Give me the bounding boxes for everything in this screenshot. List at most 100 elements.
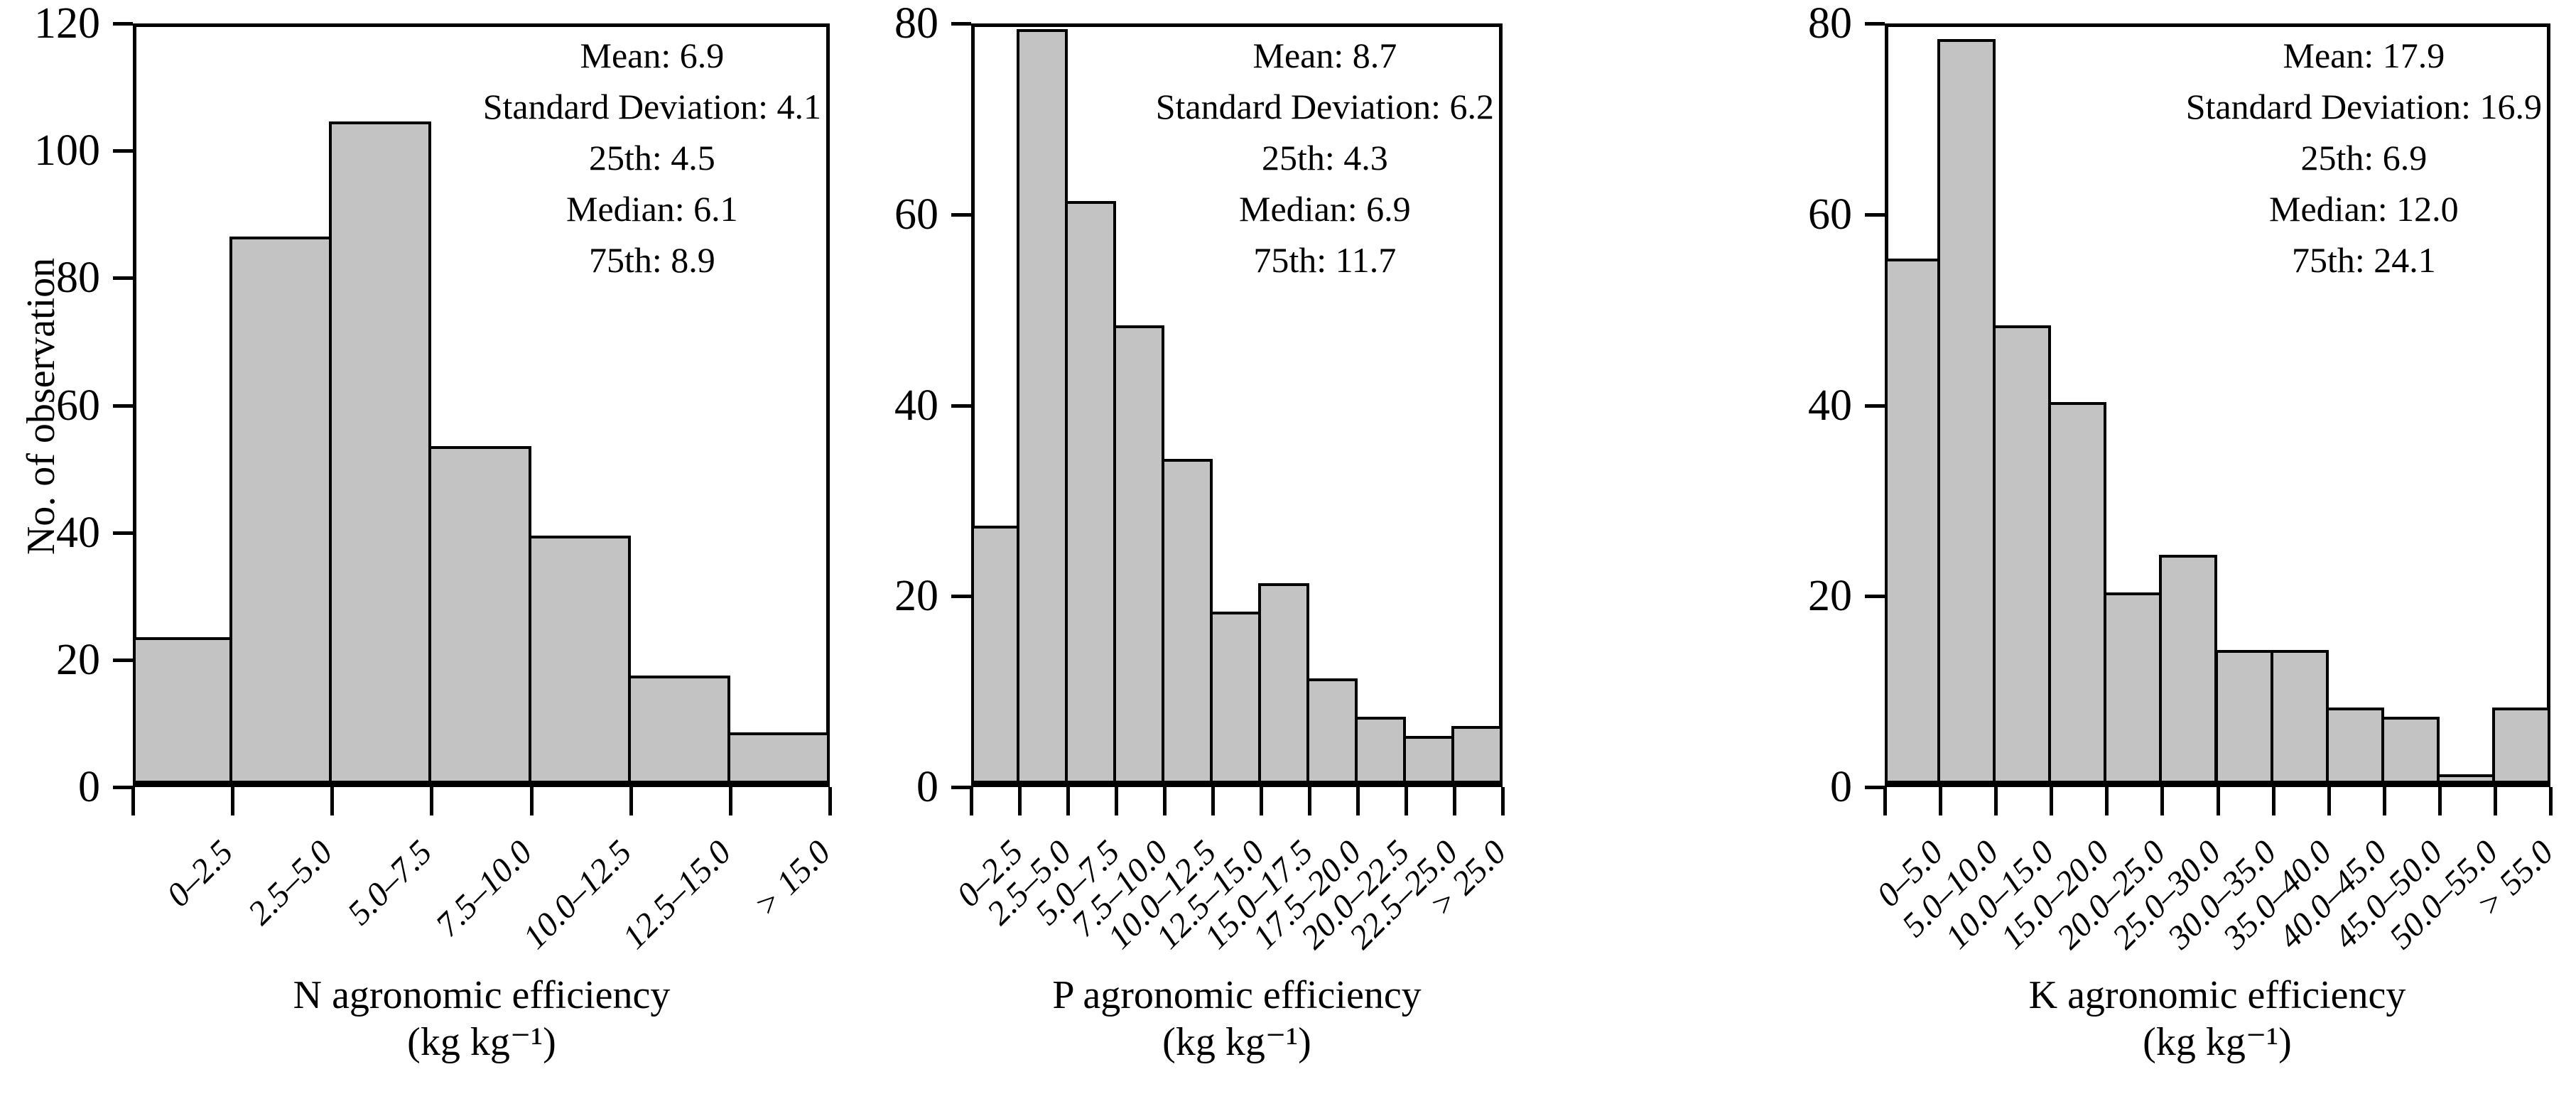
x-axis-tick [828, 787, 832, 815]
y-axis-tick [113, 149, 133, 153]
y-axis-tick-label: 20 [1808, 572, 1852, 621]
y-axis-tick [951, 595, 971, 599]
y-axis-tick-label: 20 [894, 572, 938, 621]
x-axis-tick [629, 787, 633, 815]
x-axis-title-line2: (kg kg⁻¹) [1162, 1020, 1311, 1064]
histogram-bar [727, 732, 830, 784]
histogram-bar [2491, 707, 2550, 784]
x-axis-tick [1356, 787, 1360, 815]
x-axis-tick [231, 787, 235, 815]
stats-annotation: Mean: 17.9 Standard Deviation: 16.9 25th: … [2186, 30, 2542, 286]
histogram-bar [1113, 325, 1164, 784]
x-axis-title-line1: P agronomic efficiency [1052, 973, 1422, 1017]
x-axis-tick [728, 787, 732, 815]
x-axis-tick [1501, 787, 1505, 815]
histogram-bar [2048, 401, 2107, 784]
histogram-bar [329, 121, 432, 784]
histogram-bar [2104, 592, 2163, 784]
x-axis-tick [2271, 787, 2275, 815]
histogram-bar [133, 636, 233, 784]
y-axis-tick-label: 20 [56, 635, 100, 684]
stats-annotation: Mean: 8.7 Standard Deviation: 6.2 25th: 4.… [1156, 30, 1494, 286]
x-axis-tick [1994, 787, 1998, 815]
stats-line: 75th: 11.7 [1253, 240, 1397, 280]
y-axis-tick [951, 403, 971, 408]
histogram-bar [2436, 774, 2495, 784]
histogram-bar [1885, 258, 1941, 784]
y-axis-tick-label: 40 [894, 381, 938, 430]
histogram-bar [2381, 716, 2440, 784]
stats-line: 25th: 4.5 [588, 138, 715, 178]
histogram-bar [1065, 201, 1116, 784]
histogram-bar [2270, 649, 2329, 784]
y-axis-tick [951, 212, 971, 217]
histogram-bar [971, 526, 1019, 784]
y-axis-tick-label: 80 [1808, 0, 1852, 48]
histogram-bar [1403, 735, 1454, 784]
stats-line: Standard Deviation: 16.9 [2185, 87, 2542, 126]
x-axis-title-line1: N agronomic efficiency [293, 973, 671, 1017]
x-axis-tick [970, 787, 973, 815]
x-axis-title-n: N agronomic efficiency (kg kg⁻¹) [162, 972, 801, 1066]
y-axis-tick-label: 60 [894, 190, 938, 239]
stats-line: 75th: 24.1 [2291, 240, 2436, 280]
y-axis-tick [113, 658, 133, 662]
x-axis-title-k: K agronomic efficiency (kg kg⁻¹) [1898, 972, 2537, 1066]
histogram-panel-p: P agronomic efficiency (kg kg⁻¹) 0 20 40 60… [877, 0, 1550, 1111]
x-axis-tick [1163, 787, 1167, 815]
histogram-panel-k: K agronomic efficiency (kg kg⁻¹) 0 20 40 60… [1550, 0, 2576, 1111]
y-axis-tick [1865, 403, 1885, 408]
stats-line: Median: 6.1 [566, 189, 738, 229]
y-axis-tick-label: 80 [56, 254, 100, 303]
y-axis-tick [113, 276, 133, 281]
x-axis-tick [2327, 787, 2331, 815]
x-axis-tick-label: 2.5–5.0 [241, 833, 340, 933]
x-axis-tick-label: 5.0–7.5 [340, 833, 440, 933]
histogram-bar [2325, 707, 2384, 784]
histogram-bar [2159, 554, 2218, 784]
stats-line: Standard Deviation: 4.1 [482, 87, 821, 126]
x-axis-tick [2105, 787, 2109, 815]
x-axis-tick [2382, 787, 2386, 815]
y-axis-tick [951, 22, 971, 26]
histogram-bar [528, 535, 631, 784]
histogram-bar [1937, 38, 1996, 784]
stats-line: Mean: 6.9 [580, 36, 725, 75]
x-axis-tick-label: 12.5–15.0 [615, 833, 739, 957]
histogram-bar [1355, 716, 1406, 784]
y-axis-tick-label: 60 [1808, 190, 1852, 239]
x-axis-tick-label: > 15.0 [747, 833, 838, 925]
y-axis-tick-label: 0 [78, 763, 100, 811]
x-axis-title-line1: K agronomic efficiency [2028, 973, 2406, 1017]
y-axis-tick [951, 786, 971, 789]
x-axis-title-line2: (kg kg⁻¹) [2143, 1020, 2292, 1064]
x-axis-tick-label: 0–2.5 [159, 833, 241, 914]
x-axis-tick [1115, 787, 1118, 815]
histogram-bar [1258, 582, 1309, 784]
y-axis-tick-label: 120 [34, 0, 100, 48]
y-axis-tick-label: 0 [1830, 763, 1852, 811]
x-axis-tick [1066, 787, 1070, 815]
y-axis-tick [1865, 786, 1885, 789]
y-axis-tick-label: 80 [894, 0, 938, 48]
stats-line: Standard Deviation: 6.2 [1155, 87, 1494, 126]
stats-line: 25th: 4.3 [1261, 138, 1388, 178]
y-axis-tick-label: 100 [34, 126, 100, 175]
stats-line: 25th: 6.9 [2300, 138, 2428, 178]
x-axis-tick [2216, 787, 2220, 815]
y-axis-tick-label: 40 [1808, 381, 1852, 430]
x-axis-tick [1260, 787, 1263, 815]
x-axis-tick [430, 787, 434, 815]
y-axis-tick [113, 22, 133, 26]
y-axis-tick [1865, 212, 1885, 217]
y-axis-tick [113, 531, 133, 535]
histogram-bar [1993, 325, 2052, 784]
x-axis-tick [2160, 787, 2165, 815]
histogram-bar [1306, 678, 1358, 784]
x-axis-tick [1405, 787, 1408, 815]
y-axis-tick-label: 0 [916, 763, 938, 811]
stats-line: Mean: 17.9 [2283, 36, 2445, 75]
x-axis-tick [529, 787, 534, 815]
y-axis-tick [1865, 22, 1885, 26]
